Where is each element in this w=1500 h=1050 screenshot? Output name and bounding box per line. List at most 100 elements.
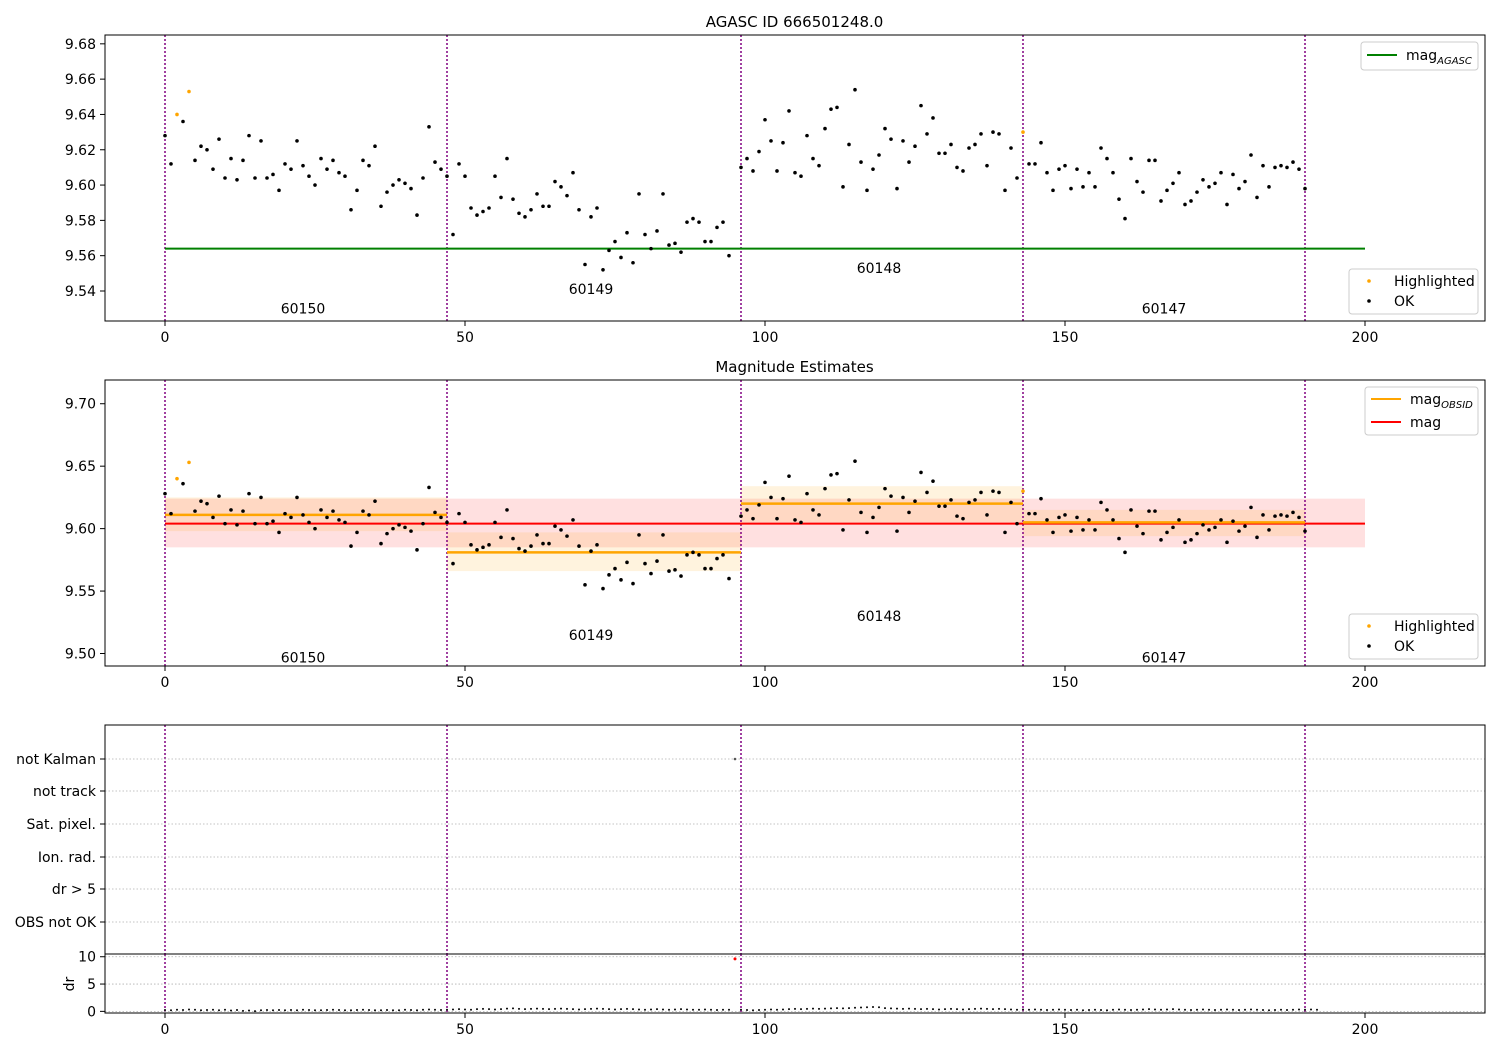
ok-point [751, 169, 755, 173]
ok-point [769, 495, 773, 500]
ok-point [829, 473, 833, 477]
dr-point [1034, 1008, 1036, 1011]
dr-point [602, 1007, 604, 1010]
legend-label: OK [1394, 639, 1415, 655]
ok-point [487, 543, 491, 547]
ok-point [481, 209, 485, 214]
ok-point [637, 533, 641, 537]
ok-point [853, 87, 857, 92]
ok-point [559, 528, 563, 532]
y-tick-label: 10 [78, 950, 96, 966]
ok-point [1045, 170, 1049, 175]
x-tick-label: 50 [456, 675, 474, 691]
dr-point [1148, 1008, 1150, 1011]
ok-point [1135, 524, 1139, 528]
ok-point [1219, 170, 1223, 175]
ok-point [691, 550, 695, 555]
ok-point [763, 117, 767, 122]
ok-point [847, 142, 851, 147]
ok-point [325, 167, 329, 171]
dr-point [1052, 1008, 1054, 1011]
dr-point [386, 1008, 388, 1011]
ok-point [355, 188, 359, 193]
dr-point [752, 1009, 754, 1012]
dr-point [716, 1008, 718, 1011]
dr-point [284, 1009, 286, 1012]
ok-point [799, 174, 803, 179]
ok-point [1249, 153, 1253, 157]
ok-point [1045, 518, 1049, 522]
dr-point [926, 1007, 928, 1010]
dr-point [296, 1009, 298, 1012]
dr-point [542, 1007, 544, 1010]
ok-point [1009, 146, 1013, 150]
ok-point [595, 206, 599, 210]
dr-point [614, 1008, 616, 1011]
ok-point [1111, 170, 1115, 175]
dr-point [998, 1007, 1000, 1010]
dr-point [356, 1008, 358, 1011]
dr-point [1094, 1008, 1096, 1011]
legend-label: Highlighted [1394, 274, 1475, 290]
ok-point [469, 206, 473, 210]
x-tick-label: 50 [456, 330, 474, 346]
ok-point [1117, 197, 1121, 201]
ok-point [385, 190, 389, 194]
x-tick-label: 0 [161, 330, 170, 346]
ok-point [1141, 531, 1145, 536]
ok-point [1255, 195, 1259, 200]
ok-point [343, 174, 347, 179]
dr-point [350, 1009, 352, 1012]
ok-point [883, 486, 887, 491]
ok-point [937, 151, 941, 156]
ok-point [883, 126, 887, 131]
ok-point [283, 511, 287, 516]
dr-point [968, 1008, 970, 1011]
dr-point [674, 1008, 676, 1011]
dr-point [224, 1008, 226, 1011]
ok-point [895, 529, 899, 533]
dr-point [182, 1008, 184, 1011]
y-tick-label: 9.56 [65, 249, 96, 265]
dr-point [884, 1007, 886, 1010]
dr-point [1028, 1008, 1030, 1011]
dr-point [896, 1007, 898, 1010]
ok-point [823, 486, 827, 491]
obsid-label: 60148 [857, 609, 902, 625]
ok-point [1243, 524, 1247, 528]
ok-point [1159, 538, 1163, 542]
dr-point [626, 1007, 628, 1010]
dr-point [404, 1008, 406, 1011]
dr-point [536, 1007, 538, 1010]
legend-dot-swatch [1367, 279, 1371, 283]
ok-point [973, 498, 977, 502]
dr-point [974, 1007, 976, 1010]
x-tick-label: 150 [1052, 1022, 1079, 1038]
ok-point [289, 167, 293, 171]
ok-point [835, 105, 839, 110]
ok-point [607, 248, 611, 253]
panel1-frame [104, 34, 1486, 322]
ok-point [397, 177, 401, 182]
dr-point [662, 1008, 664, 1011]
ok-point [589, 549, 593, 553]
x-tick-label: 150 [1052, 675, 1079, 691]
ok-point [439, 515, 443, 520]
ok-point [1141, 190, 1145, 194]
ok-point [1075, 515, 1079, 520]
ok-point [1183, 202, 1187, 207]
ok-point [337, 170, 341, 175]
dr-point [176, 1008, 178, 1011]
ok-point [205, 147, 209, 152]
highlighted-point [187, 460, 191, 465]
ok-point [1033, 162, 1037, 166]
ok-point [487, 206, 491, 210]
ok-point [1297, 167, 1301, 171]
dr-point [1178, 1008, 1180, 1011]
ok-point [319, 508, 323, 512]
ok-point [619, 255, 623, 260]
ok-point [643, 561, 647, 566]
ok-point [427, 485, 431, 490]
light-curve-panel: 60150 60149 60148 60147 0 50 100 150 200 9.54 9.56… [65, 34, 1486, 346]
